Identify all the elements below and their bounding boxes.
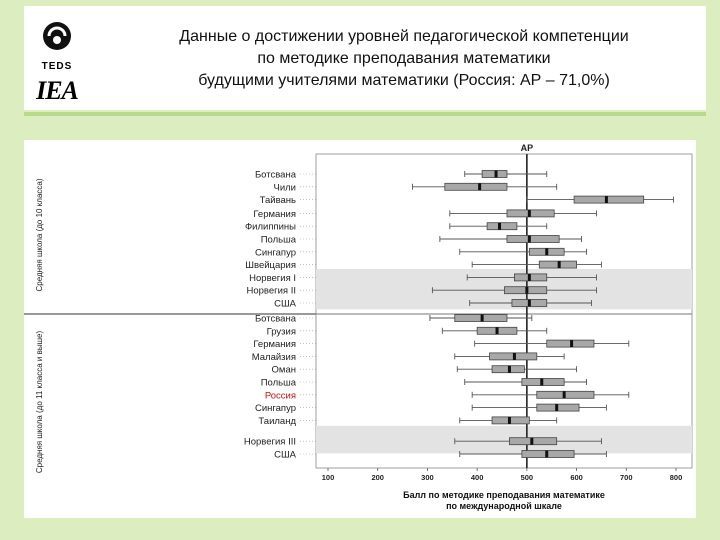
median-mark (527, 299, 531, 307)
row-label: Германия (253, 339, 296, 350)
title-line-1: Данные о достижении уровней педагогическ… (179, 28, 629, 45)
median-mark (570, 340, 574, 348)
median-mark (545, 450, 549, 458)
row-label: Германия (253, 209, 296, 220)
slide-title: Данные о достижении уровней педагогическ… (104, 26, 704, 92)
median-mark (527, 273, 531, 281)
x-tick-label: 500 (521, 473, 534, 482)
iqr-box (486, 222, 518, 231)
median-mark (555, 404, 559, 412)
x-tick-label: 300 (421, 473, 434, 482)
row-label: Норвегия II (247, 286, 297, 297)
shaded-band (316, 425, 692, 454)
boxplot-chart: APБотсванаЧилиТайваньГерманияФилиппиныПо… (24, 143, 693, 511)
row-label: Норвегия I (249, 273, 296, 284)
x-tick-label: 800 (670, 473, 683, 482)
median-mark (545, 248, 549, 256)
median-mark (507, 365, 511, 373)
title-line-2: по методике преподавания математики (257, 50, 551, 67)
iqr-box (506, 235, 560, 243)
row-label: Норвегия III (244, 437, 296, 448)
median-mark (512, 352, 516, 360)
group-label: Средняя школа (до 10 класса) (35, 178, 44, 291)
row-label: Грузия (267, 326, 296, 337)
iqr-box (444, 182, 508, 191)
median-mark (494, 170, 498, 178)
row-label: Россия (265, 390, 296, 401)
x-tick-label: 200 (371, 473, 384, 482)
reference-label: AP (521, 143, 534, 153)
x-tick-label: 400 (471, 473, 484, 482)
median-mark (557, 261, 561, 269)
row-label: США (274, 450, 297, 461)
median-mark (495, 327, 499, 335)
row-label: Чили (274, 182, 297, 193)
row-label: Таиланд (258, 416, 296, 427)
title-line-3: будущими учителями математики (Россия: А… (198, 72, 610, 89)
header-divider (24, 112, 706, 116)
median-mark (525, 286, 529, 294)
teds-label: TEDS (41, 61, 73, 72)
row-label: Филиппины (245, 222, 296, 233)
row-label: США (274, 299, 297, 310)
median-mark (530, 437, 534, 445)
row-label: Ботсвана (255, 170, 297, 181)
boxplot-figure: AP Ботсвана Чили Тайвань Германия Филиппины По… (24, 140, 696, 518)
row-label: Польша (261, 378, 297, 389)
row-label: Польша (261, 235, 297, 246)
median-mark (507, 416, 511, 424)
median-mark (527, 235, 531, 243)
x-tick-label: 700 (620, 473, 633, 482)
x-axis-label: Балл по методике преподавания математике (403, 490, 605, 500)
x-axis-label: по международной шкале (446, 501, 562, 511)
slide-header: TEDS IEA Данные о достижении уровней пед… (24, 6, 706, 110)
median-mark (604, 196, 608, 204)
median-mark (478, 183, 482, 191)
row-label: Ботсвана (255, 314, 297, 325)
x-tick-label: 100 (322, 473, 335, 482)
row-label: Малайзия (252, 352, 296, 363)
median-mark (480, 314, 484, 322)
median-mark (527, 209, 531, 217)
row-label: Сингапур (255, 403, 296, 414)
row-label: Тайвань (260, 195, 296, 206)
logo-block: TEDS IEA (34, 20, 94, 106)
row-label: Швейцария (245, 260, 296, 271)
iqr-box (573, 195, 645, 204)
median-mark (498, 222, 502, 230)
teds-logo-icon (43, 22, 71, 50)
plot-area (315, 153, 693, 469)
row-label: Оман (272, 365, 296, 376)
iea-logo: IEA (36, 76, 79, 105)
median-mark (540, 378, 544, 386)
group-label: Средняя школа (до 11 класса и выше) (35, 331, 44, 474)
row-label: Сингапур (255, 247, 296, 258)
x-tick-label: 600 (570, 473, 583, 482)
median-mark (562, 391, 566, 399)
